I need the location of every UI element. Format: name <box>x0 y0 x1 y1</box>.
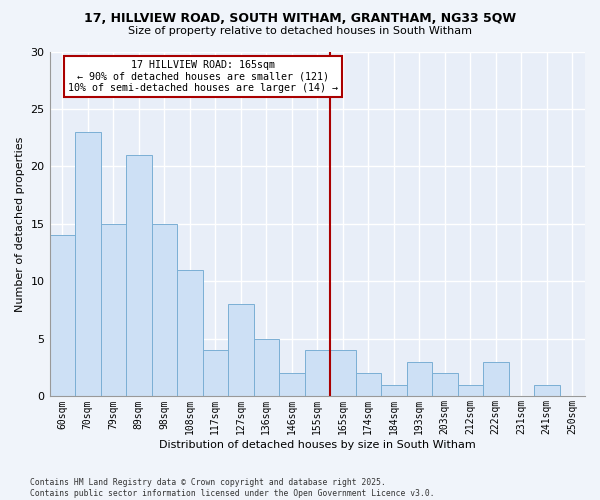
Y-axis label: Number of detached properties: Number of detached properties <box>15 136 25 312</box>
Bar <box>458 385 483 396</box>
Text: 17 HILLVIEW ROAD: 165sqm
← 90% of detached houses are smaller (121)
10% of semi-: 17 HILLVIEW ROAD: 165sqm ← 90% of detach… <box>68 60 338 92</box>
Bar <box>330 350 356 397</box>
Text: Contains HM Land Registry data © Crown copyright and database right 2025.
Contai: Contains HM Land Registry data © Crown c… <box>30 478 434 498</box>
Bar <box>483 362 509 396</box>
X-axis label: Distribution of detached houses by size in South Witham: Distribution of detached houses by size … <box>159 440 476 450</box>
Bar <box>534 385 560 396</box>
Bar <box>432 374 458 396</box>
Bar <box>228 304 254 396</box>
Bar <box>254 339 279 396</box>
Bar <box>356 374 381 396</box>
Bar <box>407 362 432 396</box>
Bar <box>101 224 126 396</box>
Bar <box>75 132 101 396</box>
Bar <box>279 374 305 396</box>
Text: 17, HILLVIEW ROAD, SOUTH WITHAM, GRANTHAM, NG33 5QW: 17, HILLVIEW ROAD, SOUTH WITHAM, GRANTHA… <box>84 12 516 26</box>
Text: Size of property relative to detached houses in South Witham: Size of property relative to detached ho… <box>128 26 472 36</box>
Bar <box>177 270 203 396</box>
Bar <box>203 350 228 397</box>
Bar <box>152 224 177 396</box>
Bar <box>126 155 152 396</box>
Bar <box>381 385 407 396</box>
Bar <box>50 236 75 396</box>
Bar <box>305 350 330 397</box>
